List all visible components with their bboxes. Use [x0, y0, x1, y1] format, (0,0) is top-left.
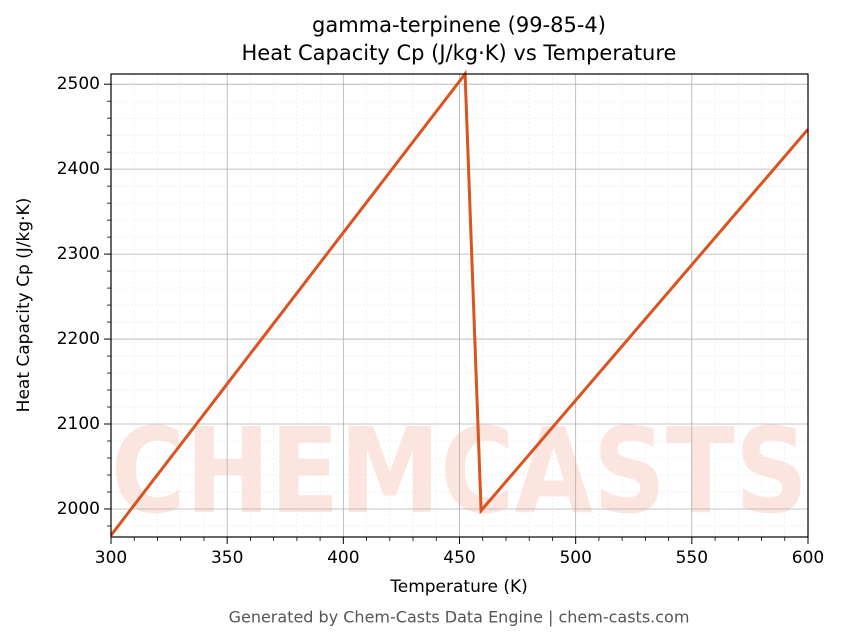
y-axis-label: Heat Capacity Cp (J/kg·K)	[14, 198, 34, 413]
y-tick-label: 2300	[57, 244, 100, 264]
x-tick-label: 500	[559, 548, 591, 568]
y-tick-label: 2000	[57, 499, 100, 519]
y-tick-label: 2200	[57, 329, 100, 349]
x-tick-label: 300	[95, 548, 127, 568]
data-line	[109, 69, 810, 537]
x-tick-label: 550	[676, 548, 708, 568]
y-tick-label: 2100	[57, 414, 100, 434]
x-tick-label: 400	[327, 548, 359, 568]
y-tick-label: 2400	[57, 159, 100, 179]
plot-frame	[110, 73, 809, 538]
footer: Generated by Chem-Casts Data Engine | ch…	[229, 608, 690, 627]
x-tick-label: 350	[211, 548, 243, 568]
x-tick-label: 450	[443, 548, 475, 568]
x-tick-label: 600	[792, 548, 824, 568]
chart-title: gamma-terpinene (99-85-4)	[312, 13, 606, 37]
x-axis-label: Temperature (K)	[389, 577, 528, 597]
chart-subtitle: Heat Capacity Cp (J/kg·K) vs Temperature	[242, 41, 677, 65]
y-tick-label: 2500	[57, 74, 100, 94]
